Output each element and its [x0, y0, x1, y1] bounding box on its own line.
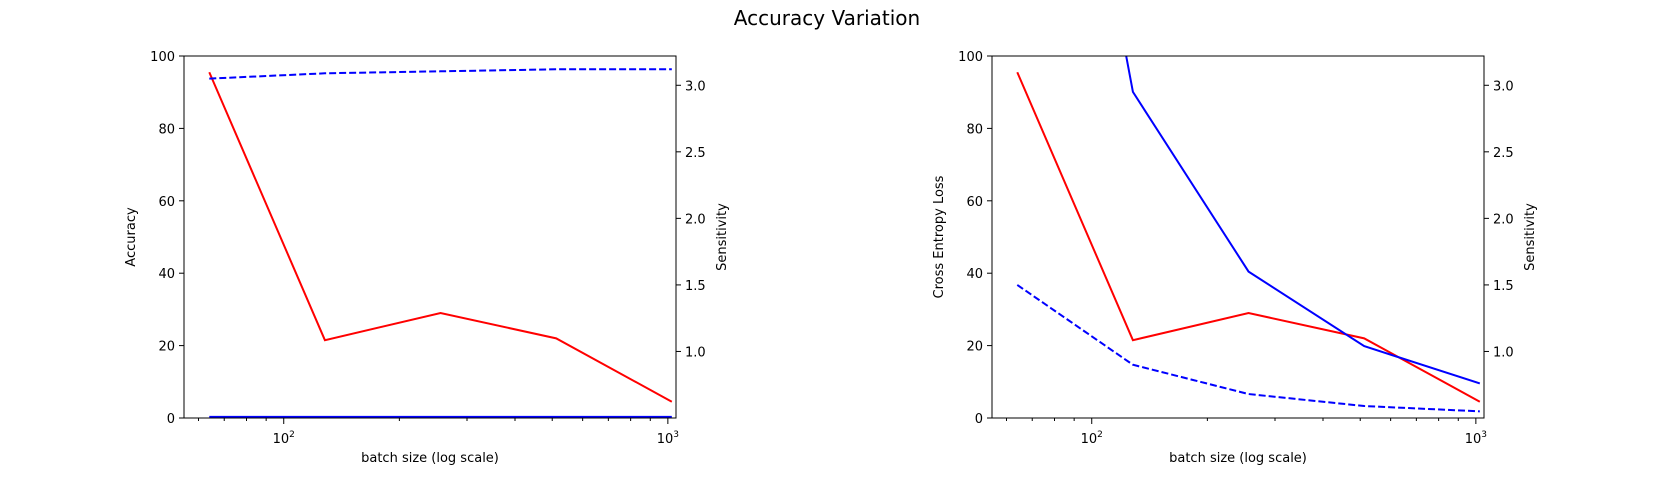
series-line-3 [1016, 284, 1480, 413]
x-tick-label: 102 [273, 430, 295, 447]
y-tick-label: 0 [167, 412, 175, 427]
y-right-tick-label: 1.0 [1493, 345, 1514, 360]
y-right-tick-label: 3.0 [1493, 79, 1514, 94]
y-right-axis-label: Sensitivity [1523, 203, 1538, 271]
y-axis-label: Cross Entropy Loss [932, 175, 947, 298]
y-tick-label: 0 [975, 412, 983, 427]
y-right-axis-label: Sensitivity [715, 203, 730, 271]
y-right-tick-label: 2.5 [685, 146, 706, 161]
y-right-tick-label: 1.5 [1493, 279, 1514, 294]
x-tick-exponent: 3 [673, 430, 679, 440]
y-right-tick-label: 2.0 [1493, 212, 1514, 227]
x-axis-label: batch size (log scale) [361, 451, 499, 466]
series-line-2 [1125, 56, 1481, 385]
figure-title: Accuracy Variation [734, 6, 920, 30]
plot-frame [183, 55, 677, 419]
y-right-tick-label: 2.5 [1493, 146, 1514, 161]
x-tick-label: 102 [1081, 430, 1103, 447]
y-tick-label: 60 [158, 195, 175, 210]
y-tick-label: 40 [158, 267, 175, 282]
chart-panel-1: 0 20 40 60 80 100 1.0 1.5 2.0 2.5 3.0 102 103 batch s… [124, 50, 730, 466]
y-axis-label: Accuracy [124, 207, 139, 267]
series-line-1 [1016, 71, 1481, 403]
y-tick-label: 40 [966, 267, 983, 282]
series-line-1 [208, 71, 673, 403]
y-tick-label: 20 [158, 340, 175, 355]
y-tick-label: 100 [150, 50, 175, 65]
x-tick-exponent: 2 [289, 430, 295, 440]
y-tick-label: 80 [158, 122, 175, 137]
plot-frame [991, 55, 1485, 419]
y-tick-label: 80 [966, 122, 983, 137]
y-right-tick-label: 3.0 [685, 79, 706, 94]
y-right-tick-label: 1.5 [685, 279, 706, 294]
y-tick-label: 20 [966, 340, 983, 355]
x-tick-label: 103 [1465, 430, 1487, 447]
series-line-3 [209, 68, 672, 80]
y-tick-label: 100 [958, 50, 983, 65]
x-tick-exponent: 3 [1481, 430, 1487, 440]
y-tick-label: 60 [966, 195, 983, 210]
y-right-tick-label: 2.0 [685, 212, 706, 227]
x-tick-exponent: 2 [1097, 430, 1103, 440]
x-axis-label: batch size (log scale) [1169, 451, 1307, 466]
y-right-tick-label: 1.0 [685, 345, 706, 360]
x-tick-label: 103 [657, 430, 679, 447]
chart-panel-2: 0 20 40 60 80 100 1.0 1.5 2.0 2.5 3.0 102 103 batch s… [932, 50, 1538, 466]
